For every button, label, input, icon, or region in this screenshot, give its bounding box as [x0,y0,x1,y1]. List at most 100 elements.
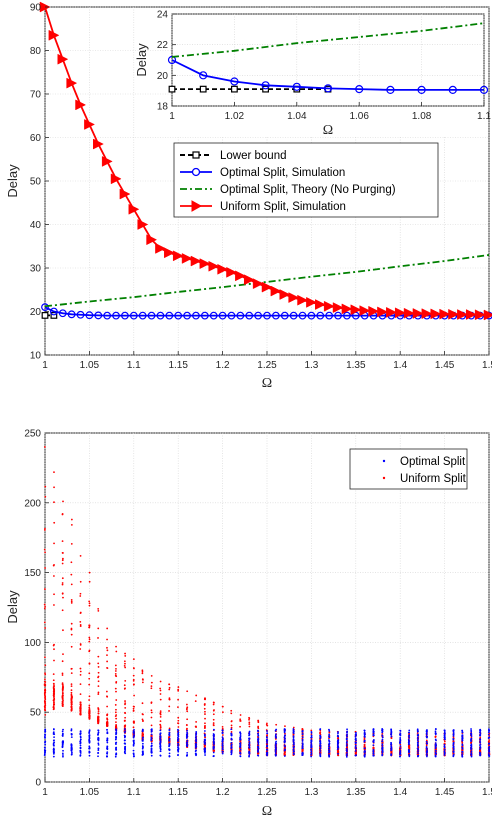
scatter-point-uniform [97,655,100,658]
scatter-point-optimal [88,740,91,743]
y-tick-label: 10 [30,351,42,362]
scatter-point-uniform [97,710,100,712]
scatter-point-uniform [212,713,215,716]
scatter-point-uniform [114,672,117,675]
scatter-point-optimal [284,739,286,741]
scatter-point-optimal [283,729,286,732]
scatter-point-optimal [79,740,82,743]
scatter-point-optimal [283,744,286,747]
data-point-circle [129,311,138,320]
y-tick-label: 100 [24,638,41,649]
scatter-point-uniform [79,673,82,676]
scatter-point-optimal [416,747,419,749]
y-tick-label: 250 [24,429,41,440]
scatter-point-uniform [248,721,251,724]
scatter-point-optimal [319,728,322,730]
scatter-point-uniform [204,698,207,701]
scatter-point-uniform [44,551,46,554]
y-tick-label: 50 [30,177,42,188]
scatter-point-optimal [79,749,82,752]
scatter-point-optimal [470,746,472,749]
scatter-point-uniform [88,712,91,715]
scatter-point-uniform [186,718,189,721]
scatter-point-uniform [61,577,64,580]
scatter-point-optimal [408,751,411,754]
scatter-point-optimal [372,734,375,737]
scatter-point-optimal [62,754,64,756]
scatter-point-uniform [88,716,91,719]
scatter-point-uniform [88,695,91,698]
data-point-circle [94,311,103,320]
scatter-point-uniform [141,718,144,721]
scatter-point-uniform [239,720,242,722]
scatter-point-optimal [328,743,330,746]
scatter-point-optimal [141,740,144,742]
scatter-point-optimal [124,735,126,738]
data-point-circle [323,84,333,93]
scatter-point-optimal [301,743,304,746]
scatter-point-uniform [79,625,82,627]
scatter-point-uniform [62,557,64,560]
scatter-point-uniform [61,701,64,703]
data-point-circle [41,303,49,312]
scatter-point-optimal [452,729,455,732]
scatter-point-optimal [301,740,304,742]
data-point-triangle [243,274,255,286]
x-tick-label: 1 [42,787,48,798]
scatter-point-optimal [132,731,135,734]
x-tick-label: 1.05 [80,787,100,798]
scatter-point-optimal [363,755,366,758]
scatter-point-optimal [115,732,117,734]
scatter-point-optimal [372,730,375,733]
scatter-point-optimal [399,745,402,747]
scatter-point-uniform [248,717,251,720]
scatter-point-uniform [194,725,197,728]
scatter-point-optimal [168,729,171,731]
scatter-point-optimal [408,729,411,732]
y-tick-label: 40 [30,220,42,231]
scatter-point-uniform [257,725,260,728]
scatter-point-uniform [408,745,410,748]
data-point-circle [230,77,239,86]
x-tick-label: 1.06 [349,111,369,122]
scatter-point-optimal [79,754,82,756]
scatter-point-optimal [479,738,481,741]
scatter-point-uniform [230,709,233,712]
scatter-point-uniform [106,722,108,725]
scatter-point-optimal [488,736,491,739]
scatter-point-optimal [461,750,464,753]
scatter-point-optimal [425,753,428,756]
scatter-point-optimal [203,742,206,744]
scatter-point-optimal [248,744,250,747]
scatter-point-optimal [487,753,490,755]
scatter-point-uniform [159,711,162,714]
scatter-point-optimal [123,750,126,753]
scatter-point-optimal [257,732,259,735]
data-point-triangle [172,250,184,262]
y-tick-label: 60 [30,133,42,144]
scatter-point-optimal [194,752,197,755]
scatter-point-optimal [62,755,64,758]
scatter-point-optimal [248,739,250,742]
scatter-point-uniform [133,667,135,670]
scatter-point-optimal [470,732,473,735]
scatter-point-optimal [230,732,233,735]
scatter-point-optimal [186,745,188,747]
scatter-point-uniform [177,706,179,708]
scatter-point-uniform [61,582,64,584]
data-point-circle [479,85,489,95]
y-tick-label: 20 [30,307,42,318]
scatter-point-uniform [177,722,180,725]
scatter-point-optimal [44,730,47,732]
scatter-point-optimal [159,747,162,749]
scatter-point-optimal [434,755,437,758]
scatter-point-optimal [363,740,366,743]
y-tick-label: 22 [157,40,169,51]
scatter-point-optimal [168,755,171,758]
scatter-point-optimal [106,741,109,744]
scatter-point-optimal [292,728,295,730]
scatter-point-optimal [159,729,162,732]
scatter-point-uniform [52,673,55,675]
series-line [171,22,485,58]
scatter-point-optimal [195,745,198,748]
